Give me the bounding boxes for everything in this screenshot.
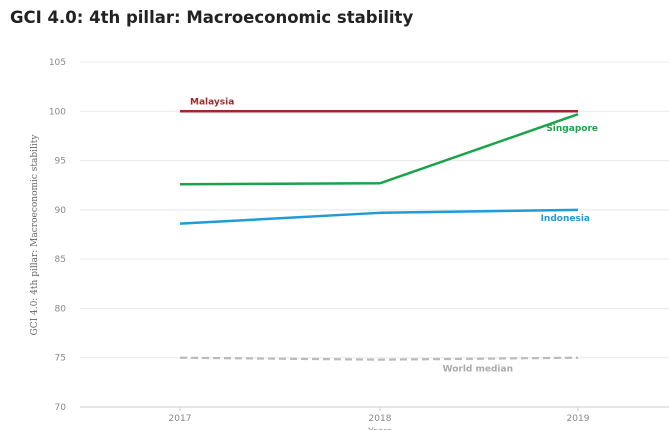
y-tick-labels: 70 75 80 85 90 95 100 105 <box>49 58 66 413</box>
series-lines <box>180 111 578 360</box>
y-tick-80: 80 <box>55 304 67 314</box>
x-tick-2018: 2018 <box>369 414 392 424</box>
grid-lines <box>80 62 669 407</box>
series-line-indonesia <box>180 210 578 224</box>
x-tick-2019: 2019 <box>567 414 590 424</box>
y-tick-90: 90 <box>55 206 67 216</box>
series-labels: Malaysia Singapore Indonesia World median <box>190 97 598 374</box>
y-tick-95: 95 <box>55 157 66 167</box>
y-tick-70: 70 <box>55 403 67 413</box>
series-label-world-median: World median <box>443 365 513 375</box>
y-tick-85: 85 <box>55 255 66 265</box>
series-label-malaysia: Malaysia <box>190 97 234 107</box>
series-label-indonesia: Indonesia <box>541 214 590 224</box>
y-tick-75: 75 <box>55 354 66 364</box>
y-tick-105: 105 <box>49 58 66 68</box>
x-tick-2017: 2017 <box>169 414 192 424</box>
series-label-singapore: Singapore <box>546 124 598 134</box>
series-line-singapore <box>180 114 578 184</box>
y-axis-label: GCI 4.0: 4th pillar: Macroeconomic stabi… <box>30 134 40 336</box>
x-tick-labels: 2017 2018 2019 <box>169 407 590 424</box>
y-tick-100: 100 <box>49 107 66 117</box>
